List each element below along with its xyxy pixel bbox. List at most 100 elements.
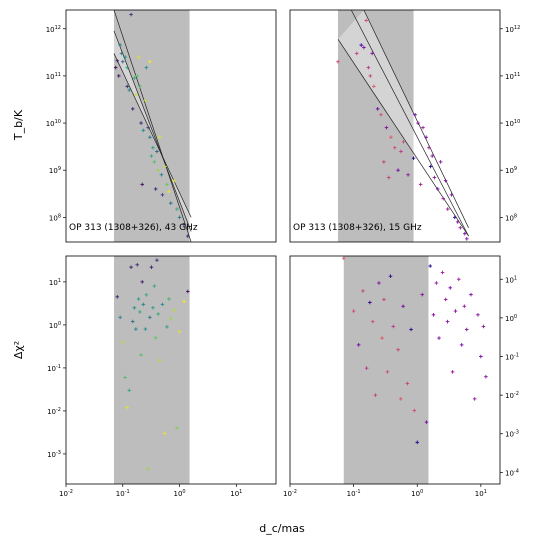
fit-band xyxy=(337,10,469,237)
data-point xyxy=(168,316,173,321)
data-point xyxy=(431,313,436,317)
x-axis-label: d_c/mas xyxy=(259,522,305,535)
data-point xyxy=(156,168,160,173)
data-point xyxy=(396,168,400,173)
y-tick-label: 109 xyxy=(49,166,61,175)
data-point xyxy=(401,304,405,309)
data-point xyxy=(143,327,148,331)
data-point xyxy=(411,156,416,160)
y-tick-label: 1011 xyxy=(505,72,520,81)
data-point xyxy=(424,135,428,140)
chart-panels: 108 109 1010 1011 1012 OP 313 (1308+326), 43 … xyxy=(46,9,520,498)
y-tick-label: 1011 xyxy=(46,72,61,81)
y-tick-label: 108 xyxy=(49,213,61,222)
data-point xyxy=(130,319,135,324)
data-point xyxy=(458,226,463,230)
data-point xyxy=(125,65,130,70)
y-tick-label: 1012 xyxy=(505,25,520,34)
data-point xyxy=(359,43,364,47)
data-point xyxy=(135,74,140,78)
data-point xyxy=(476,313,480,317)
data-point xyxy=(120,59,125,64)
data-point xyxy=(165,182,169,187)
x-tick-label: 10-2 xyxy=(59,489,73,498)
data-point xyxy=(450,370,455,374)
y-tick-label: 101 xyxy=(505,275,517,284)
data-point xyxy=(416,121,420,125)
data-point xyxy=(364,366,369,370)
y-tick-label: 108 xyxy=(505,213,517,222)
data-point xyxy=(413,112,417,117)
data-point xyxy=(385,370,390,374)
data-point xyxy=(387,175,391,180)
data-point xyxy=(140,280,145,284)
x-tick-label: 101 xyxy=(475,489,487,498)
data-point xyxy=(406,172,410,177)
data-point xyxy=(113,65,118,70)
panel-top-left: 108 109 1010 1011 1012 OP 313 (1308+326), 43 … xyxy=(46,9,277,243)
data-point xyxy=(420,292,425,297)
data-point xyxy=(373,393,378,397)
data-point xyxy=(139,121,143,125)
y-tick-label: 100 xyxy=(505,314,517,323)
data-point xyxy=(167,189,171,194)
y-tick-label: 109 xyxy=(505,166,517,175)
data-point xyxy=(175,207,179,211)
data-point xyxy=(443,297,448,302)
data-point xyxy=(138,84,142,89)
data-point xyxy=(159,172,164,177)
data-point xyxy=(167,297,171,301)
panel-annotation: OP 313 (1308+326), 43 GHz xyxy=(69,223,198,233)
data-point xyxy=(158,135,162,140)
data-point xyxy=(375,107,380,111)
data-point xyxy=(148,59,152,64)
data-point xyxy=(146,125,150,130)
data-point xyxy=(459,343,464,347)
data-point xyxy=(149,265,154,269)
panel-bottom-right: 10-4 10-3 10-2 10-1 100 101 10-2 10-1 100 101 xyxy=(283,255,519,498)
fit-line xyxy=(337,39,469,237)
data-point xyxy=(123,375,127,380)
data-point xyxy=(453,309,458,313)
data-point xyxy=(139,353,143,357)
data-point xyxy=(175,426,179,430)
data-point xyxy=(443,178,448,183)
data-point xyxy=(136,297,141,301)
data-point xyxy=(135,262,140,267)
y-tick-label: 1010 xyxy=(505,119,520,128)
data-point xyxy=(172,308,176,312)
data-point xyxy=(152,284,157,288)
data-point xyxy=(127,388,132,393)
data-point xyxy=(152,160,157,164)
data-point xyxy=(380,336,384,340)
data-point xyxy=(484,374,488,379)
data-point xyxy=(129,265,133,269)
data-point xyxy=(160,302,165,307)
data-point xyxy=(377,281,381,285)
plot-frame xyxy=(65,255,277,485)
data-point xyxy=(120,340,125,344)
data-point xyxy=(372,84,376,89)
x-tick-label: 101 xyxy=(230,489,242,498)
data-point xyxy=(172,178,176,183)
data-point xyxy=(125,405,130,410)
data-point xyxy=(182,222,186,227)
data-point xyxy=(148,315,152,320)
data-point xyxy=(449,193,454,197)
data-point xyxy=(424,420,429,424)
data-point xyxy=(438,160,443,164)
x-tick-label: 10-2 xyxy=(283,489,297,498)
data-point xyxy=(405,381,410,386)
data-point xyxy=(146,467,150,471)
data-point xyxy=(409,327,413,332)
data-point xyxy=(138,310,142,314)
data-point xyxy=(428,264,433,268)
y-tick-label: 1010 xyxy=(46,119,61,128)
data-point xyxy=(136,55,141,59)
panel-annotation: OP 313 (1308+326), 15 GHz xyxy=(293,223,422,233)
data-point xyxy=(155,258,159,262)
data-point xyxy=(368,300,372,305)
data-point xyxy=(379,112,383,117)
data-point xyxy=(141,128,146,133)
data-point xyxy=(427,145,431,150)
